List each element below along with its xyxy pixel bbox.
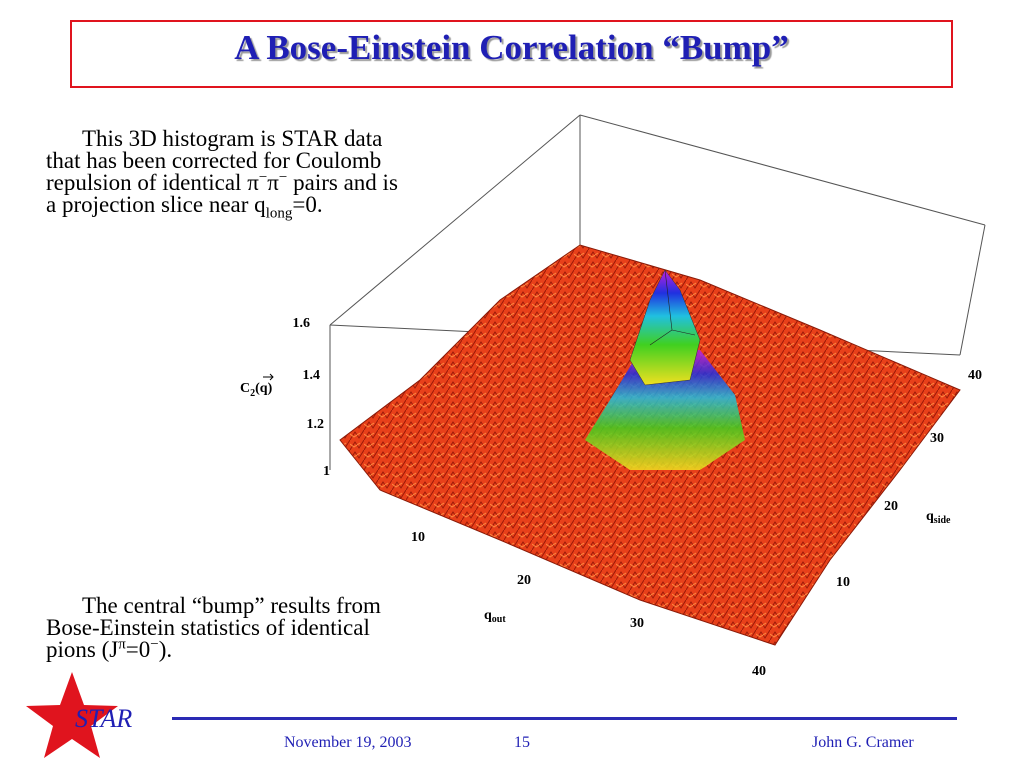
symbol: π [267, 170, 279, 195]
logo-text: STAR [75, 704, 133, 733]
q-out-tick: 20 [517, 573, 531, 588]
footer-author: John G. Cramer [812, 734, 914, 751]
vector-arrow [263, 373, 274, 381]
q-side-tick: 30 [930, 431, 944, 446]
z-axis: 1.6 1.4 1.2 1 C2(q) [240, 316, 330, 479]
q-out-tick: 40 [752, 664, 766, 679]
q-side-axis: 40 30 20 10 qside [836, 368, 982, 590]
z-tick-label: 1 [323, 464, 330, 479]
text: The central “bump” results from Bose-Ein… [46, 593, 381, 662]
z-tick-label: 1.4 [303, 368, 321, 383]
z-axis-label: C2(q) [240, 381, 273, 399]
q-out-label: qout [484, 608, 506, 625]
text: =0 [125, 637, 151, 662]
symbol: π [247, 170, 259, 195]
footer-date: November 19, 2003 [284, 734, 412, 751]
superscript: − [278, 169, 288, 186]
q-out-axis: 10 20 30 40 qout [411, 530, 766, 679]
z-label-c: C [240, 381, 250, 396]
q-out-tick: 10 [411, 530, 425, 545]
z-label-sub: 2 [250, 388, 255, 399]
footer-rule [172, 717, 957, 720]
q-side-tick: 40 [968, 368, 982, 383]
q-side-tick: 20 [884, 499, 898, 514]
bump-base [585, 350, 745, 470]
z-label-q: (q) [255, 381, 272, 396]
bump-text: The central “bump” results from Bose-Ein… [46, 593, 396, 662]
intro-text: This 3D histogram is STAR data that has … [46, 126, 406, 221]
z-tick-label: 1.6 [293, 316, 311, 331]
q-side-label: qside [926, 509, 951, 526]
superscript: − [258, 169, 268, 186]
q-out-tick: 30 [630, 616, 644, 631]
title-box [70, 20, 953, 88]
slide-title: A Bose-Einstein Correlation “Bump” [234, 28, 789, 67]
superscript: − [150, 636, 159, 653]
superscript: π [118, 636, 126, 653]
footer-page: 15 [514, 734, 530, 751]
text: This 3D histogram is STAR data that has … [46, 126, 383, 195]
q-side-q: q [926, 509, 934, 524]
bump-peak [629, 269, 701, 386]
subscript: long [265, 205, 293, 222]
text: pairs and is a projection slice near q [46, 170, 398, 217]
q-side-sub: side [934, 515, 951, 526]
q-side-tick: 10 [836, 575, 850, 590]
star-logo [26, 672, 118, 758]
q-out-sub: out [492, 614, 507, 625]
peak-facet [649, 269, 696, 346]
text: =0 [292, 192, 317, 217]
text: ). [158, 637, 173, 662]
q-out-q: q [484, 608, 492, 623]
z-tick-label: 1.2 [307, 417, 325, 432]
text: . [316, 192, 323, 217]
